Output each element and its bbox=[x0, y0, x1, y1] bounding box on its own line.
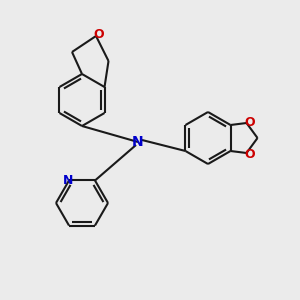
Text: O: O bbox=[94, 28, 104, 41]
Text: O: O bbox=[244, 148, 255, 160]
Text: N: N bbox=[63, 174, 73, 187]
Text: N: N bbox=[132, 135, 144, 149]
Text: O: O bbox=[244, 116, 255, 128]
